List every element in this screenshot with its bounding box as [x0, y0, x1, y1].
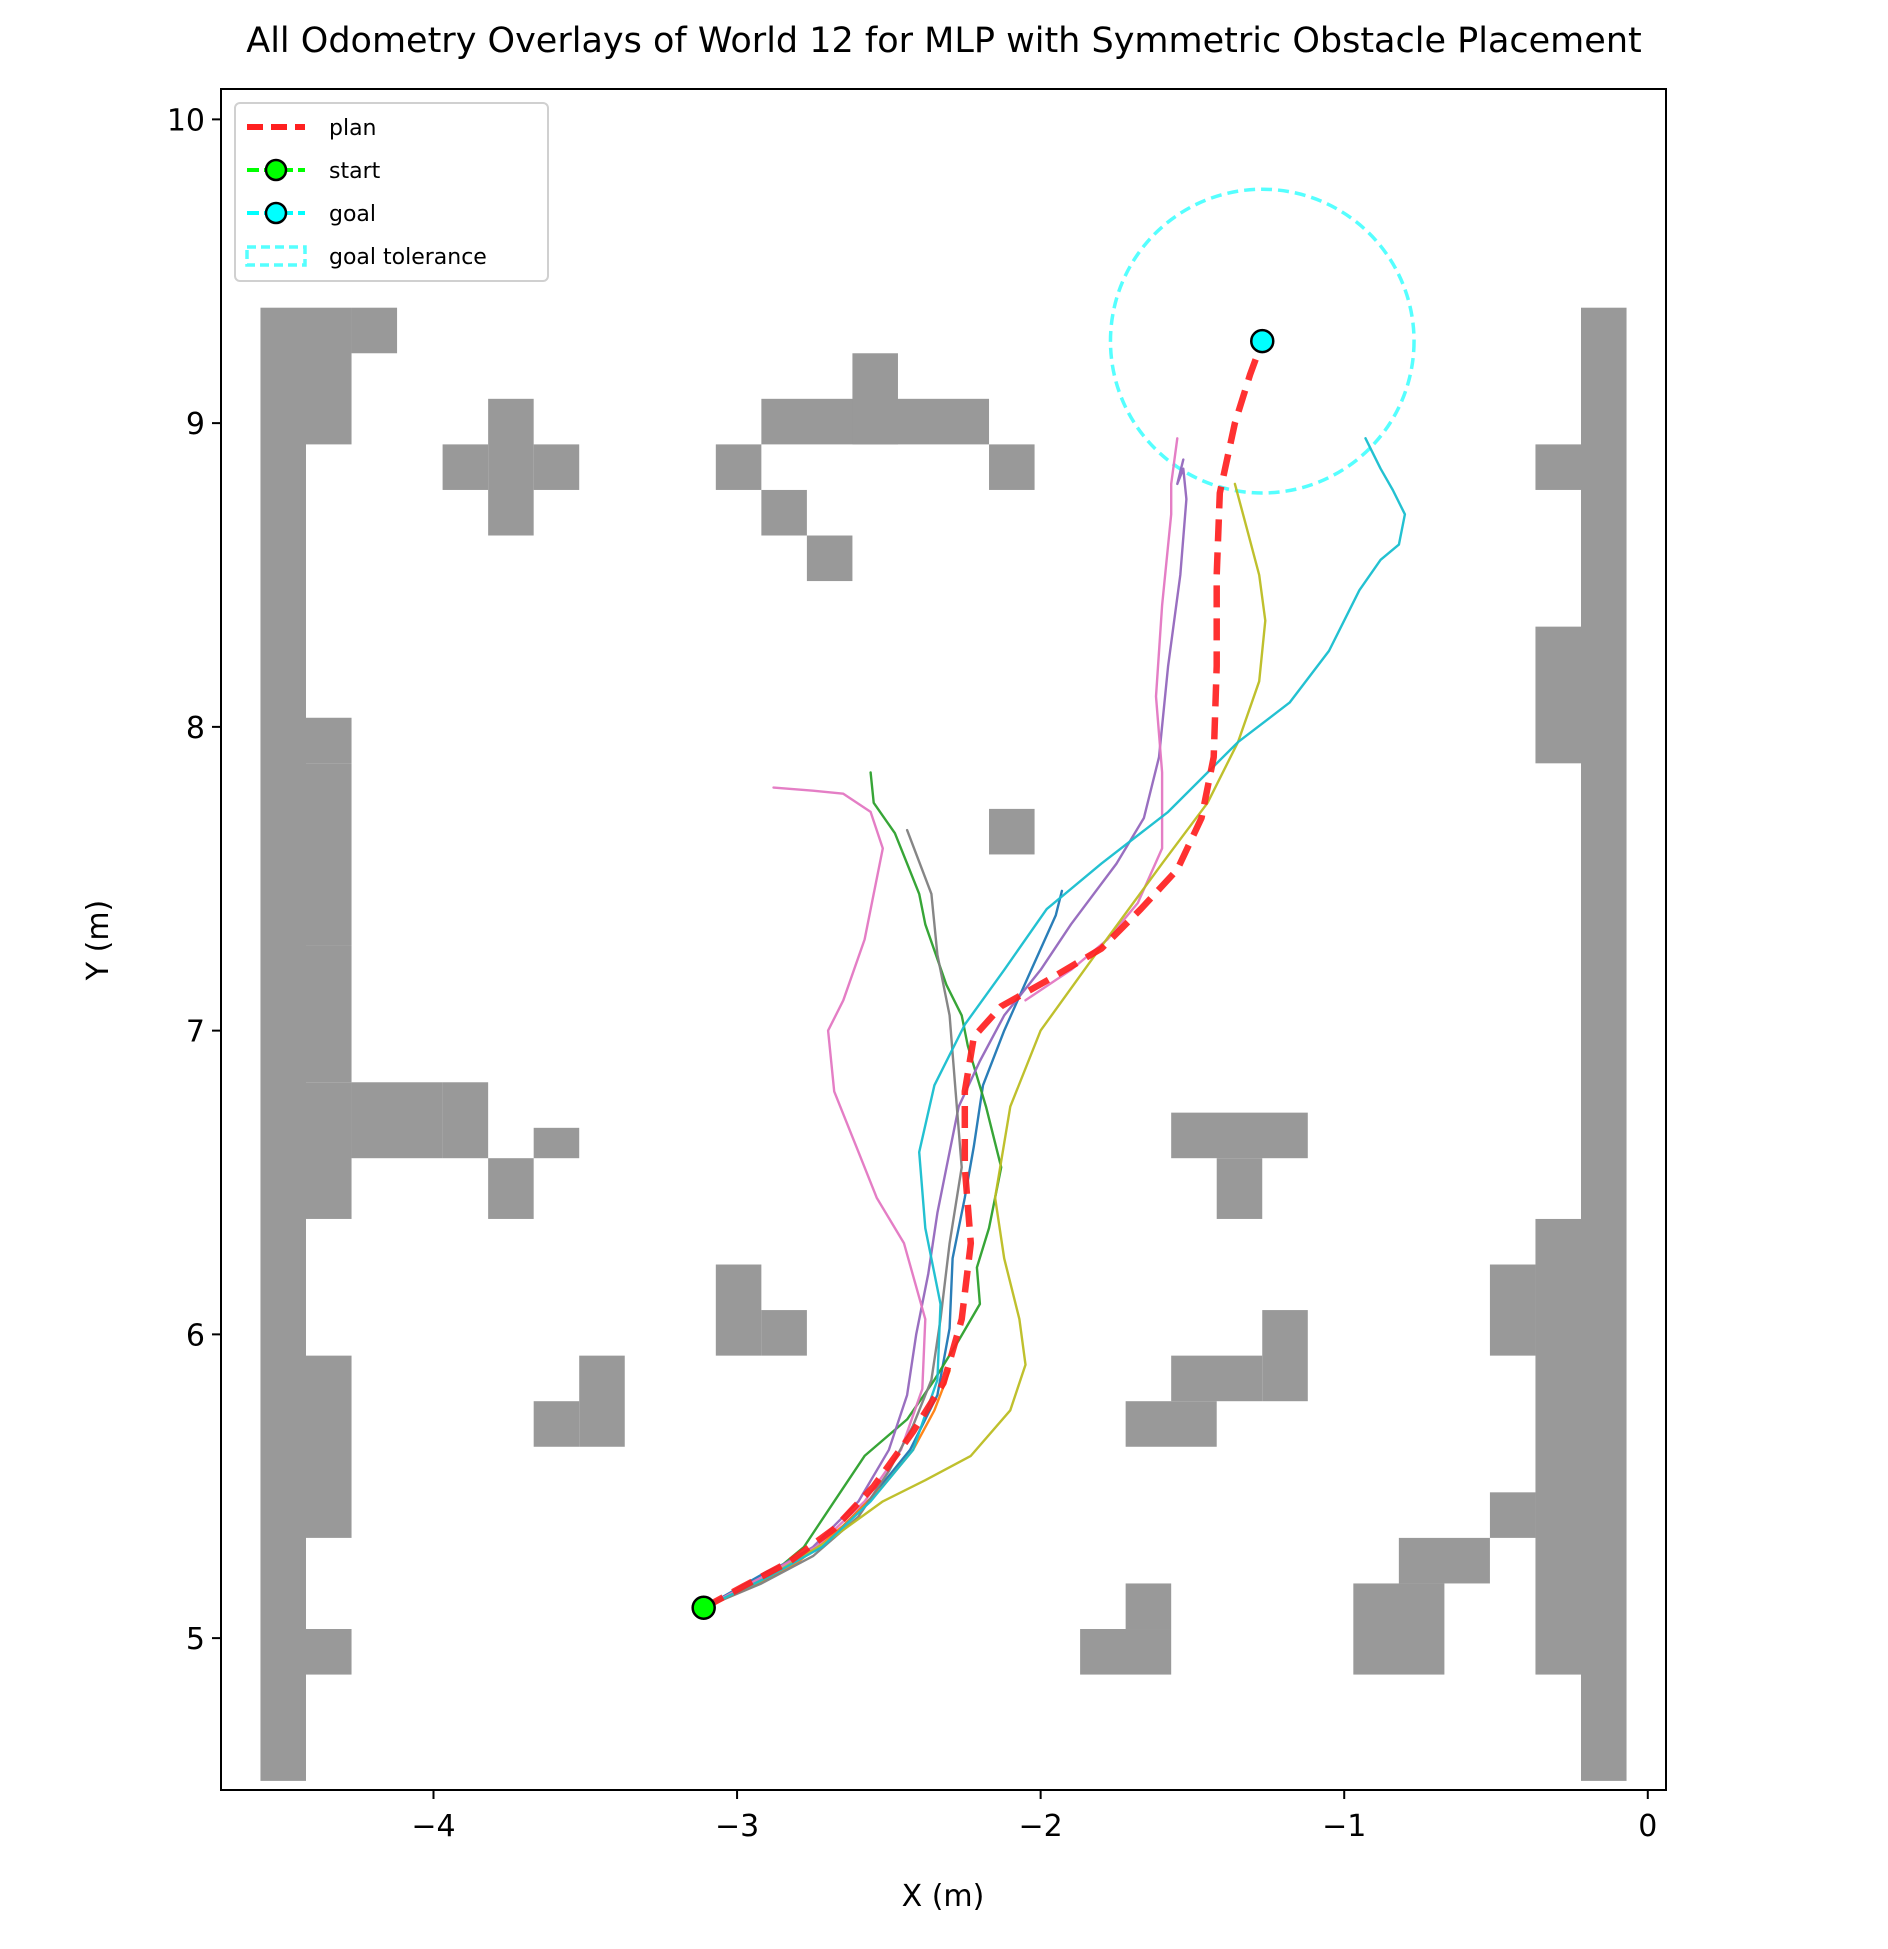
- y-tick-label: 7: [186, 1015, 205, 1050]
- legend-label: goal: [329, 202, 376, 227]
- plan-path: [702, 339, 1266, 1611]
- obstacle-cell: [533, 1127, 580, 1159]
- legend-goal-marker: [264, 201, 288, 225]
- legend-tolerance-swatch: [245, 245, 307, 267]
- obstacle-cell: [533, 1401, 580, 1447]
- obstacle-cell: [306, 1355, 352, 1538]
- obstacle-cell: [989, 444, 1035, 490]
- y-tick-label: 5: [186, 1622, 205, 1657]
- obstacle-cell: [1216, 1158, 1263, 1219]
- obstacle-cell: [1125, 1401, 1217, 1447]
- x-tick-label: 0: [1638, 1809, 1657, 1844]
- obstacle-cell: [488, 1158, 534, 1219]
- odometry-run-2: [702, 771, 1003, 1610]
- obstacle-cell: [761, 489, 807, 536]
- plot-frame: [220, 88, 1667, 1791]
- obstacle-cell: [1489, 1492, 1536, 1538]
- x-tick-label: −2: [1019, 1809, 1063, 1844]
- obstacle-cell: [306, 945, 352, 1083]
- obstacle-cell: [351, 1082, 443, 1159]
- odometry-run-9: [702, 437, 1407, 1610]
- y-tick-label: 6: [186, 1318, 205, 1353]
- odometry-run-5: [702, 786, 927, 1610]
- obstacle-cell: [806, 535, 853, 582]
- odometry-runs: [702, 437, 1407, 1610]
- obstacle-cell: [1581, 307, 1627, 1781]
- legend-label: plan: [329, 116, 377, 141]
- start-goal-markers: [691, 328, 1275, 1620]
- obstacle-cell: [442, 444, 489, 490]
- obstacle-cell: [579, 1355, 625, 1447]
- y-tick-label: 9: [186, 407, 205, 442]
- obstacle-cell: [715, 1264, 762, 1356]
- obstacle-cell: [1398, 1537, 1490, 1584]
- y-tick-label: 10: [167, 103, 205, 138]
- obstacle-grid: [260, 307, 1627, 1781]
- obstacle-cell: [1125, 1583, 1172, 1630]
- obstacle-cell: [1080, 1629, 1172, 1675]
- obstacle-cell: [306, 307, 352, 445]
- legend-label: start: [329, 159, 381, 184]
- obstacle-cell: [1535, 626, 1581, 764]
- obstacle-cell: [306, 1082, 352, 1219]
- obstacle-cell: [1262, 1310, 1308, 1402]
- x-axis-ticks: −4 −3 −2 −1 0: [411, 1790, 1657, 1844]
- y-axis-label: Y (m): [81, 900, 116, 982]
- odometry-run-7: [702, 828, 963, 1610]
- obstacle-cell: [715, 444, 762, 490]
- obstacle-cell: [306, 763, 352, 946]
- goal-tolerance-ring: [1108, 187, 1416, 495]
- x-tick-label: −3: [715, 1809, 759, 1844]
- chart-title: All Odometry Overlays of World 12 for ML…: [246, 21, 1641, 61]
- obstacle-cell: [306, 717, 352, 764]
- odometry-run-6: [1024, 437, 1179, 1002]
- obstacle-cell: [533, 444, 580, 490]
- legend-label: goal tolerance: [329, 245, 487, 270]
- odometry-run-4: [702, 458, 1188, 1610]
- odometry-run-3: [702, 1369, 951, 1610]
- obstacle-cell: [260, 307, 306, 1781]
- obstacle-cell: [488, 398, 534, 536]
- obstacle-cell: [1353, 1583, 1445, 1675]
- obstacle-cell: [442, 1082, 489, 1159]
- x-tick-label: −1: [1322, 1809, 1366, 1844]
- obstacle-cell: [761, 1310, 807, 1356]
- obstacle-cell: [1171, 1355, 1263, 1402]
- legend-start-marker: [264, 158, 288, 182]
- legend-box: [234, 102, 549, 282]
- obstacle-cell: [1535, 444, 1581, 490]
- obstacle-cell: [1535, 1218, 1581, 1675]
- odometry-run-8: [702, 482, 1267, 1610]
- goal-tolerance-circle: [1108, 187, 1416, 495]
- obstacle-cell: [306, 1629, 352, 1675]
- obstacle-cell: [852, 353, 898, 445]
- start-marker: [691, 1595, 716, 1620]
- obstacle-cell: [1489, 1264, 1536, 1356]
- y-axis-ticks: 5 6 7 8 9 10: [167, 103, 221, 1657]
- legend: plan start goal goal tolerance: [234, 102, 549, 282]
- goal-marker: [1250, 328, 1275, 354]
- obstacle-cell: [351, 307, 398, 354]
- x-axis-label: X (m): [902, 1879, 985, 1914]
- plan-layer: [702, 339, 1266, 1611]
- x-tick-label: −4: [411, 1809, 455, 1844]
- obstacle-cell: [1171, 1112, 1308, 1159]
- obstacle-cell: [989, 808, 1035, 855]
- obstacle-cell: [897, 398, 990, 445]
- y-tick-label: 8: [186, 711, 205, 746]
